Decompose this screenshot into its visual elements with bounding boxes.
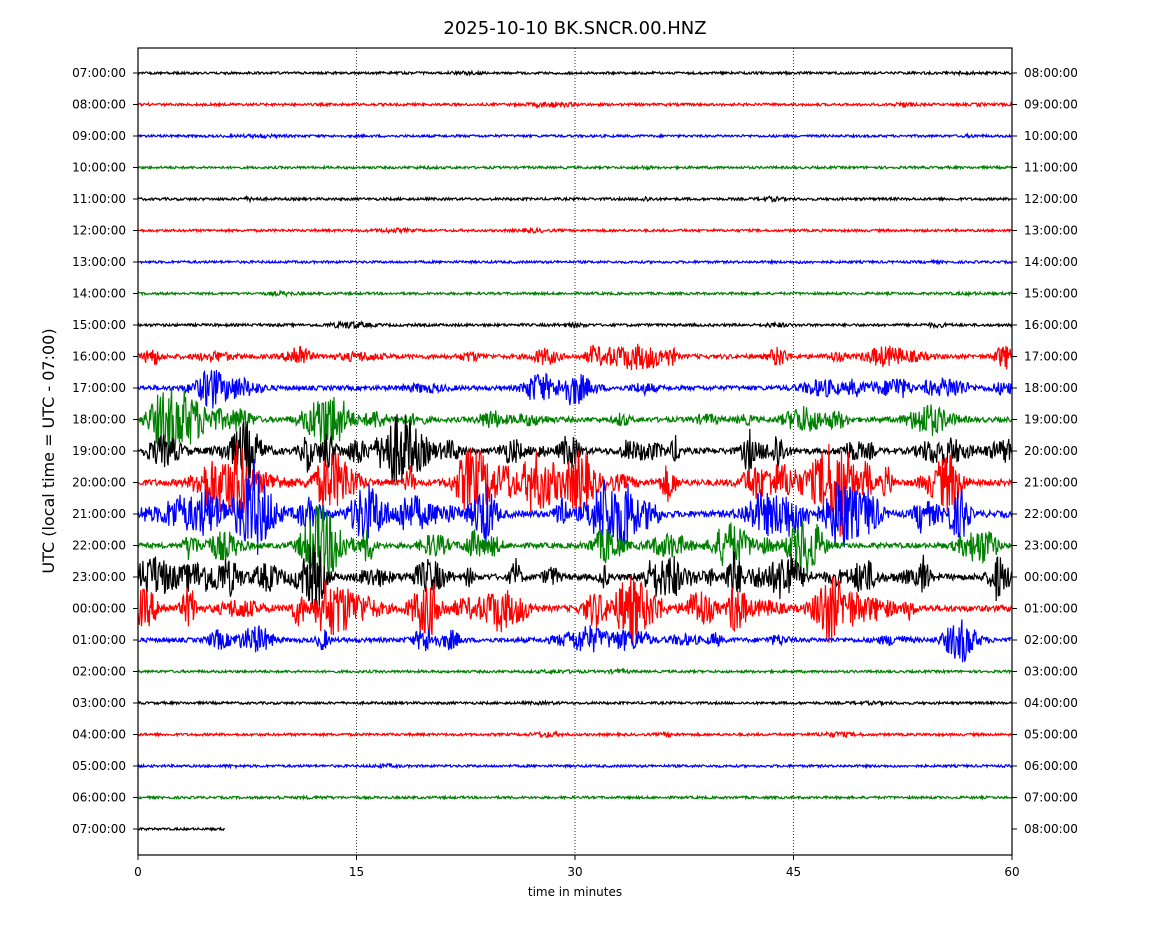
trace-row-4: [137, 164, 1013, 171]
trace-row-19: [137, 619, 1012, 663]
trace-row-6: [137, 226, 1012, 235]
trace-row-18: [137, 575, 1013, 644]
trace-row-16: [137, 504, 1013, 577]
x-tick-label: 15: [349, 865, 364, 879]
left-time-label: 01:00:00: [72, 633, 126, 647]
x-tick-label: 60: [1004, 865, 1019, 879]
left-time-label: 03:00:00: [72, 696, 126, 710]
vertical-gridlines: [356, 48, 794, 855]
x-axis-label: time in minutes: [528, 885, 622, 899]
trace-row-9: [137, 319, 1013, 330]
x-tick-label: 30: [567, 865, 582, 879]
trace-row-21: [137, 699, 1013, 708]
chart-title: 2025-10-10 BK.SNCR.00.HNZ: [443, 18, 706, 39]
left-time-label: 16:00:00: [72, 350, 126, 364]
right-time-label: 11:00:00: [1024, 161, 1078, 175]
left-time-label: 23:00:00: [72, 570, 126, 584]
trace-row-10: [137, 343, 1013, 371]
trace-row-17: [137, 544, 1013, 610]
right-time-label: 14:00:00: [1024, 255, 1078, 269]
trace-row-7: [137, 258, 1012, 266]
right-time-label: 16:00:00: [1024, 318, 1078, 332]
left-time-label: 17:00:00: [72, 381, 126, 395]
left-time-label: 20:00:00: [72, 476, 126, 490]
left-time-label: 02:00:00: [72, 665, 126, 679]
trace-row-22: [137, 730, 1013, 739]
trace-row-15: [137, 459, 1013, 555]
trace-row-8: [137, 288, 1013, 298]
left-time-label: 14:00:00: [72, 287, 126, 301]
left-time-label: 11:00:00: [72, 192, 126, 206]
trace-row-25: [137, 826, 225, 832]
left-time-label: 05:00:00: [72, 759, 126, 773]
left-time-label: 21:00:00: [72, 507, 126, 521]
x-axis: 0 15 30 45 60: [134, 855, 1020, 879]
right-time-label: 15:00:00: [1024, 287, 1078, 301]
right-time-label: 05:00:00: [1024, 728, 1078, 742]
right-time-label: 02:00:00: [1024, 633, 1078, 647]
right-time-label: 00:00:00: [1024, 570, 1078, 584]
right-time-label: 08:00:00: [1024, 822, 1078, 836]
right-time-label: 09:00:00: [1024, 98, 1078, 112]
left-time-label: 18:00:00: [72, 413, 126, 427]
y-axis-label: UTC (local time = UTC - 07:00): [39, 328, 58, 573]
x-tick-label: 45: [786, 865, 801, 879]
trace-row-12: [137, 387, 1013, 454]
left-time-label: 09:00:00: [72, 129, 126, 143]
right-time-label: 03:00:00: [1024, 665, 1078, 679]
left-time-axis: 07:00:00 08:00:00 09:00:00 10:00:00 11:00:00…: [72, 66, 138, 836]
left-time-label: 22:00:00: [72, 539, 126, 553]
left-time-label: 06:00:00: [72, 791, 126, 805]
right-time-label: 13:00:00: [1024, 224, 1078, 238]
right-time-label: 04:00:00: [1024, 696, 1078, 710]
left-time-label: 12:00:00: [72, 224, 126, 238]
left-time-label: 10:00:00: [72, 161, 126, 175]
left-time-label: 15:00:00: [72, 318, 126, 332]
left-time-label: 00:00:00: [72, 602, 126, 616]
right-time-label: 06:00:00: [1024, 759, 1078, 773]
x-tick-label: 0: [134, 865, 142, 879]
right-time-label: 19:00:00: [1024, 413, 1078, 427]
right-time-label: 07:00:00: [1024, 791, 1078, 805]
left-time-label: 04:00:00: [72, 728, 126, 742]
right-time-label: 22:00:00: [1024, 507, 1078, 521]
left-time-label: 19:00:00: [72, 444, 126, 458]
left-time-label: 13:00:00: [72, 255, 126, 269]
trace-row-23: [137, 762, 1013, 770]
trace-row-11: [137, 369, 1013, 409]
right-time-label: 10:00:00: [1024, 129, 1078, 143]
trace-row-20: [137, 667, 1012, 676]
right-time-label: 18:00:00: [1024, 381, 1078, 395]
right-time-label: 20:00:00: [1024, 444, 1078, 458]
trace-row-2: [137, 100, 1013, 109]
left-time-label: 08:00:00: [72, 98, 126, 112]
right-time-label: 12:00:00: [1024, 192, 1078, 206]
right-time-label: 08:00:00: [1024, 66, 1078, 80]
right-time-axis: 08:00:00 09:00:00 10:00:00 11:00:00 12:00:00…: [1012, 66, 1078, 836]
trace-row-3: [137, 132, 1012, 140]
seismic-traces: [137, 69, 1013, 832]
trace-row-14: [137, 442, 1013, 537]
right-time-label: 23:00:00: [1024, 539, 1078, 553]
right-time-label: 21:00:00: [1024, 476, 1078, 490]
trace-row-24: [137, 794, 1012, 801]
trace-row-1: [137, 69, 1012, 77]
left-time-label: 07:00:00: [72, 822, 126, 836]
left-time-label: 07:00:00: [72, 66, 126, 80]
right-time-label: 17:00:00: [1024, 350, 1078, 364]
right-time-label: 01:00:00: [1024, 602, 1078, 616]
trace-row-5: [137, 194, 1012, 204]
